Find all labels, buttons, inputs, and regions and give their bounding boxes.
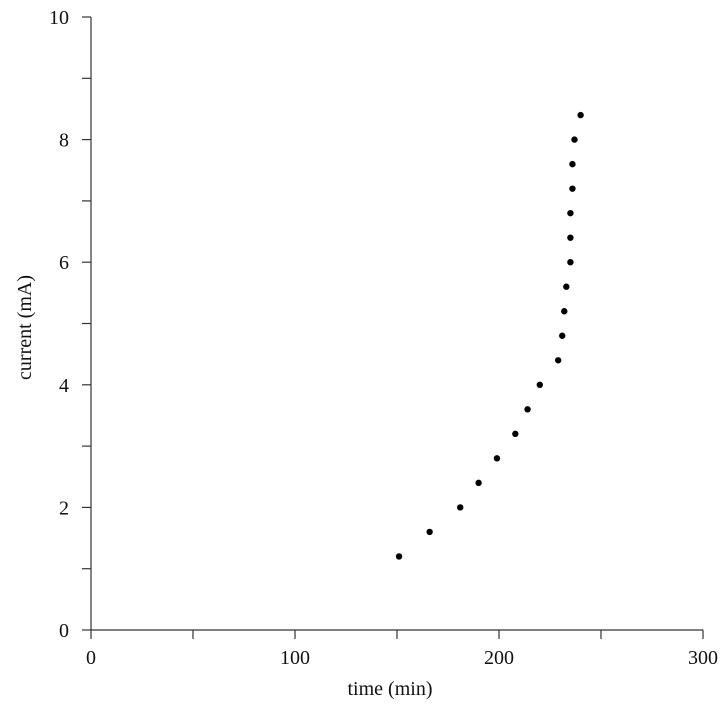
y-tick-label: 10 [49, 7, 69, 29]
x-tick-label: 300 [688, 647, 718, 669]
data-point [569, 160, 576, 168]
y-tick-label: 0 [59, 620, 69, 642]
data-point [426, 528, 433, 536]
data-point [563, 283, 570, 290]
y-tick-label: 8 [59, 130, 69, 152]
x-tick-label: 0 [86, 647, 96, 669]
y-tick-label: 6 [59, 252, 69, 274]
x-tick-label: 200 [484, 647, 514, 669]
data-point [554, 357, 562, 364]
data-points [395, 111, 584, 560]
data-point [567, 259, 574, 266]
data-point [571, 136, 578, 143]
y-tick-label: 4 [59, 375, 69, 397]
data-point [567, 209, 574, 217]
y-tick-label: 2 [59, 497, 69, 519]
data-point [577, 111, 584, 119]
data-point [569, 185, 576, 192]
data-point [567, 234, 574, 241]
data-point [559, 332, 566, 339]
data-point [512, 430, 519, 438]
data-point [493, 455, 501, 462]
x-tick-label: 100 [280, 647, 310, 669]
axes: 0 100 200 300 0 2 4 6 8 10 [49, 7, 718, 669]
data-point [457, 504, 464, 511]
data-point [536, 381, 543, 388]
data-point [475, 479, 482, 487]
data-point [395, 553, 403, 560]
x-axis-label: time (min) [348, 678, 433, 700]
data-point [561, 308, 568, 315]
data-point [524, 406, 531, 413]
y-axis-label: current (mA) [14, 275, 36, 380]
